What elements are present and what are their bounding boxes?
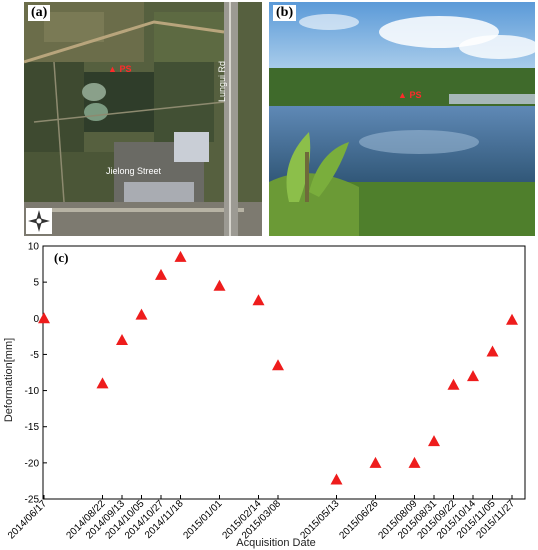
- data-point-triangle: [155, 268, 167, 280]
- ps-triangle-icon: ▲: [108, 64, 117, 74]
- data-point-triangle: [252, 294, 265, 306]
- ps-label: PS: [409, 90, 422, 100]
- x-tick-label: 2015/01/01: [181, 498, 224, 541]
- satellite-image: [24, 2, 262, 236]
- y-tick-label: -20: [25, 458, 40, 469]
- panel-b-label: (b): [273, 5, 297, 21]
- ps-label: PS: [119, 64, 132, 74]
- ps-triangle-icon: ▲: [398, 90, 407, 100]
- satellite-image-panel: (a) ▲ PS Lungui Rd Jielong Street: [24, 2, 262, 236]
- data-point-triangle: [506, 313, 518, 325]
- x-tick-label: 2015/06/26: [337, 498, 380, 541]
- street-label: Jielong Street: [106, 166, 162, 176]
- x-axis: 2014/06/17 2014/08/222014/09/132014/10/05…: [6, 495, 517, 542]
- data-point-triangle: [174, 250, 187, 262]
- y-tick-label: 5: [33, 278, 39, 289]
- deformation-chart: (c) 10 5 0 -5 -10 -15 -20 -25 2014/06/17 2014/08…: [3, 242, 526, 549]
- data-point-triangle: [213, 279, 226, 291]
- y-tick-label: -5: [30, 350, 39, 361]
- data-point-triangle: [116, 333, 128, 345]
- x-tick-label: 2015/05/13: [298, 498, 341, 541]
- data-point-triangle: [96, 377, 109, 389]
- panel-c-label: (c): [54, 250, 68, 265]
- data-point-triangle: [272, 359, 284, 371]
- data-point-triangle: [428, 435, 440, 447]
- panel-a-label: (a): [28, 5, 51, 21]
- data-point-triangle: [467, 370, 479, 382]
- road-label: Lungui Rd: [217, 60, 227, 102]
- data-point-triangle: [369, 456, 382, 468]
- y-tick-label: -15: [25, 422, 40, 433]
- data-point-triangle: [447, 378, 460, 390]
- y-axis: 10 5 0 -5 -10 -15 -20 -25: [25, 242, 47, 506]
- plot-area: [42, 245, 526, 500]
- compass-rose-icon: [26, 208, 52, 234]
- data-point-triangle: [486, 345, 499, 357]
- data-point-triangle: [408, 456, 421, 468]
- y-tick-label: 10: [28, 242, 40, 253]
- y-axis-title: Deformation[mm]: [3, 338, 15, 422]
- data-point-triangle: [38, 312, 50, 324]
- y-tick-label: -10: [25, 386, 40, 397]
- data-point-triangle: [135, 308, 148, 320]
- site-photo: [269, 2, 535, 236]
- data-point-triangle: [330, 473, 343, 485]
- x-axis-title: Acquisition Date: [236, 537, 316, 549]
- y-tick-label: 0: [33, 314, 39, 325]
- ps-point-marker: ▲ PS: [108, 64, 131, 74]
- data-points: [38, 250, 518, 485]
- ps-point-marker: ▲ PS: [398, 90, 421, 100]
- site-photo-panel: (b) ▲ PS: [269, 2, 535, 236]
- y-tick-label: -25: [25, 495, 40, 506]
